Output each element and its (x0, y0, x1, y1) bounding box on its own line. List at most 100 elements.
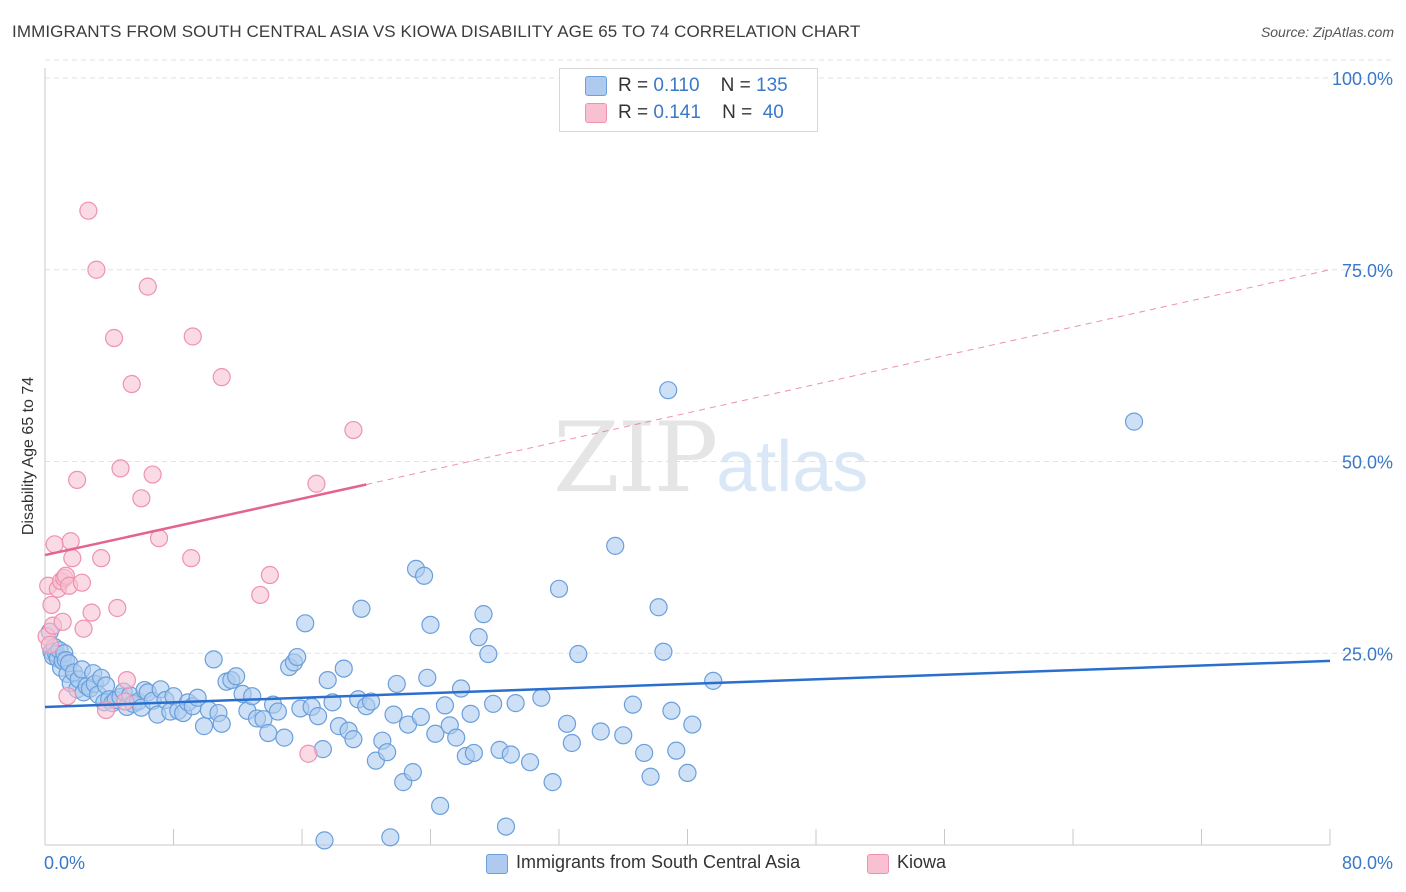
data-point-kiowa (63, 549, 82, 568)
data-point-kiowa (183, 327, 202, 346)
legend-n-value: 135 (756, 75, 788, 96)
data-point-kiowa (132, 489, 151, 508)
data-point-immigrants (204, 650, 223, 669)
data-point-kiowa (299, 744, 318, 763)
legend-n-label: N = (720, 75, 751, 96)
data-point-immigrants (704, 671, 723, 690)
data-point-immigrants (243, 687, 262, 706)
data-point-kiowa (104, 328, 124, 348)
data-point-immigrants (315, 831, 334, 850)
data-point-immigrants (426, 724, 445, 743)
data-point-immigrants (641, 767, 660, 786)
data-point-immigrants (562, 733, 581, 753)
bottom-legend-label-kiowa: Kiowa (897, 852, 947, 872)
data-point-kiowa (82, 603, 101, 622)
data-point-immigrants (194, 717, 214, 736)
data-point-immigrants (678, 763, 697, 783)
data-point-immigrants (635, 743, 654, 763)
data-point-kiowa (40, 635, 59, 654)
data-point-immigrants (451, 679, 471, 698)
y-tick-label: 75.0% (1342, 261, 1393, 281)
bottom-legend-label-immigrants: Immigrants from South Central Asia (516, 852, 801, 872)
y-axis-label: Disability Age 65 to 74 (20, 377, 37, 535)
data-point-immigrants (520, 753, 540, 772)
legend-text-immigrants: R = 0.110 N = 135 (618, 75, 788, 97)
data-point-immigrants (384, 705, 403, 724)
data-point-immigrants (323, 693, 342, 712)
legend-n-label: N = (722, 102, 753, 123)
data-point-immigrants (296, 614, 315, 633)
legend-text-kiowa: R = 0.141 N = 40 (618, 102, 784, 124)
data-point-kiowa (182, 549, 201, 568)
data-point-kiowa (116, 692, 135, 711)
data-point-immigrants (361, 692, 381, 711)
chart-title: IMMIGRANTS FROM SOUTH CENTRAL ASIA VS KI… (12, 22, 861, 41)
data-point-immigrants (543, 773, 562, 792)
data-point-immigrants (414, 566, 434, 585)
data-point-immigrants (557, 714, 577, 733)
data-point-kiowa (344, 420, 363, 440)
data-point-kiowa (307, 474, 326, 493)
y-tick-label: 25.0% (1342, 644, 1393, 664)
data-point-immigrants (606, 536, 625, 555)
data-point-immigrants (259, 723, 278, 743)
data-point-kiowa (108, 598, 127, 618)
legend-r-label: R = (618, 102, 649, 123)
bottom-legend-swatch-pink (867, 854, 889, 874)
data-point-immigrants (649, 598, 668, 617)
x-tick-label: 80.0% (1342, 853, 1393, 873)
data-point-immigrants (378, 743, 397, 762)
data-point-immigrants (288, 647, 307, 667)
legend-r-value: 0.110 (653, 75, 700, 96)
data-point-immigrants (352, 599, 371, 618)
data-point-kiowa (111, 459, 130, 478)
data-point-immigrants (474, 605, 493, 624)
y-tick-label: 50.0% (1342, 453, 1393, 473)
data-point-immigrants (308, 707, 328, 726)
data-point-immigrants (496, 817, 516, 836)
data-point-immigrants (411, 707, 430, 727)
data-point-kiowa (45, 535, 64, 554)
correlation-legend: R = 0.110 N = 135 R = 0.141 N = 40 (559, 68, 818, 132)
data-point-kiowa (260, 565, 279, 585)
legend-swatch-pink (585, 103, 607, 123)
trendline-immigrants (44, 659, 1331, 709)
data-point-immigrants (469, 628, 488, 647)
data-point-kiowa (117, 670, 137, 690)
data-point-immigrants (431, 796, 450, 815)
data-point-kiowa (79, 201, 98, 220)
data-point-immigrants (479, 644, 498, 664)
data-point-immigrants (501, 745, 520, 764)
data-point-kiowa (42, 595, 61, 615)
data-point-kiowa (92, 549, 111, 568)
x-tick-label: 0.0% (44, 853, 85, 873)
legend-swatch-blue (585, 76, 607, 96)
data-point-immigrants (344, 730, 363, 749)
data-point-immigrants (334, 659, 353, 678)
legend-r-value: 0.141 (653, 102, 701, 123)
data-point-immigrants (387, 674, 406, 694)
data-point-immigrants (484, 694, 503, 713)
data-point-immigrants (212, 714, 231, 733)
data-point-immigrants (549, 579, 569, 598)
data-point-kiowa (212, 368, 231, 387)
data-point-kiowa (87, 260, 106, 279)
watermark-zip: ZIP (553, 402, 718, 514)
bottom-legend-swatch-blue (486, 854, 508, 874)
legend-r-label: R = (618, 75, 649, 96)
data-point-immigrants (591, 722, 610, 741)
data-point-kiowa (68, 470, 87, 490)
data-point-immigrants (614, 726, 633, 745)
data-point-kiowa (143, 465, 162, 484)
data-point-kiowa (251, 585, 270, 605)
data-point-immigrants (461, 704, 480, 723)
data-point-immigrants (659, 381, 678, 400)
data-point-immigrants (532, 688, 551, 707)
data-point-kiowa (74, 619, 93, 638)
data-point-immigrants (667, 741, 686, 760)
data-point-immigrants (421, 615, 440, 634)
data-point-immigrants (683, 715, 702, 734)
data-point-kiowa (53, 612, 72, 631)
data-point-immigrants (268, 702, 288, 721)
